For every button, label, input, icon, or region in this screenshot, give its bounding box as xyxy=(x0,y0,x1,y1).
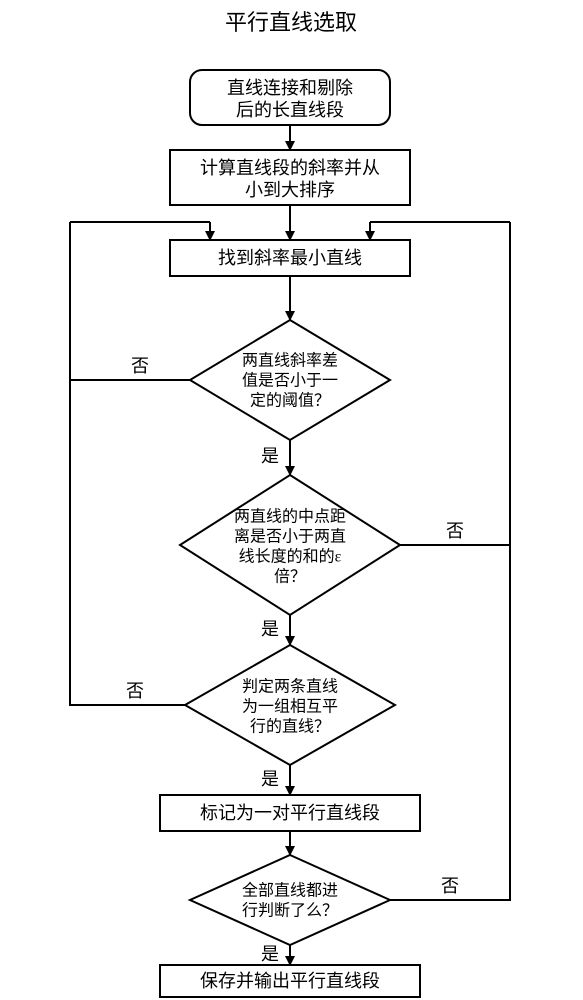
node-calc-line1: 计算直线段的斜率并从 xyxy=(200,158,380,178)
node-d1-line3: 定的阈值？ xyxy=(250,392,330,410)
node-d3-line3: 行的直线？ xyxy=(250,718,330,736)
label-d3-no: 否 xyxy=(126,681,144,701)
node-d1-line2: 值是否小于一 xyxy=(242,372,338,390)
node-d3-line2: 为一组相互平 xyxy=(242,698,338,716)
node-save-text: 保存并输出平行直线段 xyxy=(200,971,380,991)
edge-d2-no xyxy=(400,222,510,545)
edge-d4-no xyxy=(390,545,510,900)
node-mark-text: 标记为一对平行直线段 xyxy=(200,803,380,823)
node-d2-line4: 倍？ xyxy=(274,568,306,586)
label-d1-no: 否 xyxy=(131,356,149,376)
label-d3-yes: 是 xyxy=(261,769,279,789)
node-calc-line2: 小到大排序 xyxy=(245,180,335,200)
node-start-line2: 后的长直线段 xyxy=(236,100,344,120)
node-findmin-text: 找到斜率最小直线 xyxy=(218,248,362,268)
node-d1-line1: 两直线斜率差 xyxy=(242,352,338,370)
node-d3-line1: 判定两条直线 xyxy=(242,678,338,696)
node-d2-line1: 两直线的中点距 xyxy=(234,508,346,526)
node-d4-line1: 全部直线都进 xyxy=(242,882,338,900)
label-d4-no: 否 xyxy=(441,876,459,896)
node-d2-line2: 离是否小于两直 xyxy=(234,528,346,546)
node-start-line1: 直线连接和剔除 xyxy=(227,78,353,98)
label-d4-yes: 是 xyxy=(261,944,279,964)
node-d4-line2: 行判断了么？ xyxy=(242,902,338,920)
node-d2-line3: 线长度的和的ε xyxy=(239,548,342,566)
label-d1-yes: 是 xyxy=(261,446,279,466)
label-d2-yes: 是 xyxy=(261,619,279,639)
label-d2-no: 否 xyxy=(446,521,464,541)
flowchart-title: 平行直线选取 xyxy=(225,10,357,35)
node-d4 xyxy=(190,855,390,945)
edge-d3-no xyxy=(70,380,185,705)
